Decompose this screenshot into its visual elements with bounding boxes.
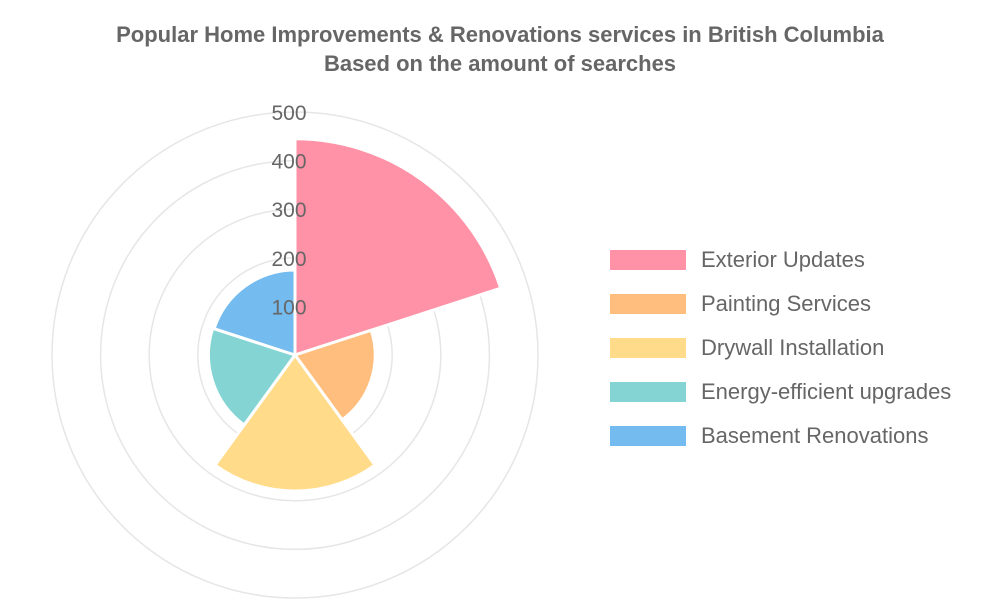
tick-label: 400 (271, 151, 306, 174)
chart-title: Popular Home Improvements & Renovations … (0, 20, 1000, 78)
legend-swatch (610, 250, 686, 270)
chart-subtitle: Based on the amount of searches (323, 51, 677, 76)
sector-basement-renovations[interactable] (212, 268, 297, 357)
sector-exterior-updates[interactable] (293, 137, 503, 357)
chart-sectors (207, 137, 503, 493)
legend-label: Energy-efficient upgrades (701, 379, 952, 404)
legend-swatch (610, 294, 686, 314)
sector-drywall-installation[interactable] (213, 353, 377, 493)
radial-tick-labels: 100 200 300 400 500 (271, 102, 306, 319)
legend-swatch (610, 338, 686, 358)
legend-swatch (610, 426, 686, 446)
legend-label: Basement Renovations (701, 423, 929, 448)
tick-label: 500 (271, 102, 306, 125)
tick-label: 100 (271, 296, 306, 319)
tick-label: 300 (271, 199, 306, 222)
grid-ring (51, 111, 539, 599)
legend-label: Drywall Installation (701, 335, 885, 360)
tick-label: 200 (271, 248, 306, 271)
sector-painting-services[interactable] (293, 328, 377, 422)
sector-energy-efficient-upgrades[interactable] (207, 326, 297, 427)
chart-title-line1: Popular Home Improvements & Renovations … (116, 22, 884, 47)
legend-swatch (610, 382, 686, 402)
legend-label: Exterior Updates (701, 247, 865, 272)
legend-label: Painting Services (701, 291, 871, 316)
